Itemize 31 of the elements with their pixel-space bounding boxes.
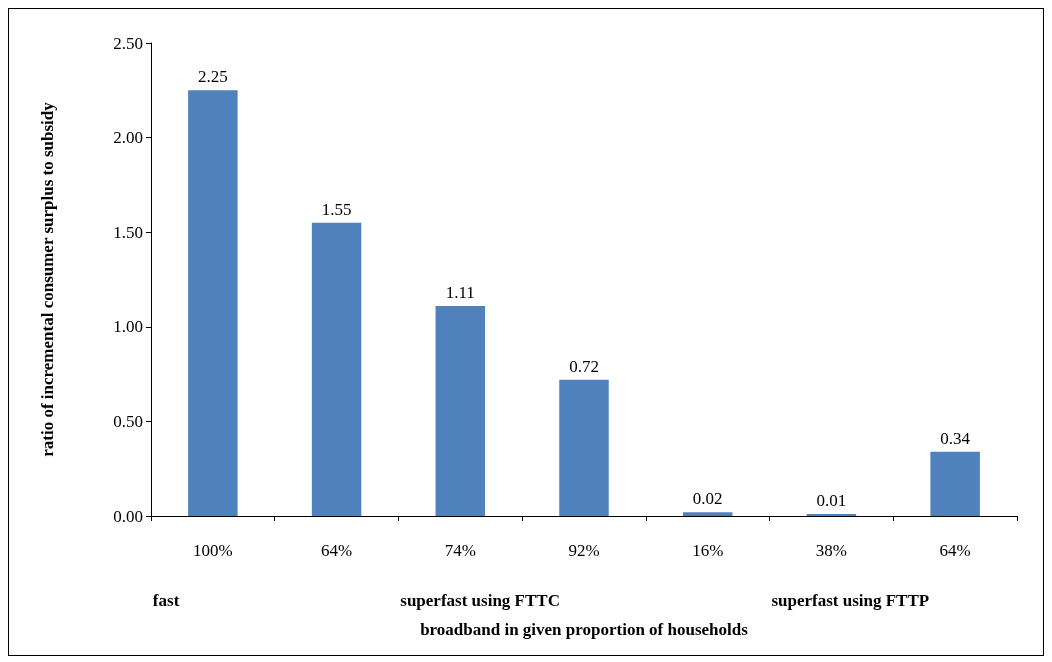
- bar: [435, 305, 486, 516]
- bar: [559, 379, 609, 516]
- x-tick-label: 64%: [939, 541, 971, 560]
- bar: [188, 90, 238, 516]
- x-tick-label: 92%: [568, 541, 600, 560]
- data-label: 0.72: [569, 356, 599, 376]
- y-tick-label: 0.50: [113, 411, 143, 431]
- text: fast: [152, 591, 180, 610]
- y-tick-label: 1.50: [113, 222, 143, 242]
- x-tick-label: 100%: [193, 541, 233, 560]
- x-tick-label: 38%: [815, 541, 848, 560]
- data-label: 0.34: [940, 428, 971, 448]
- y-tick-label: 0.00: [113, 506, 143, 526]
- text: superfast using FTTC: [400, 591, 560, 610]
- y-tick-label: 2.50: [113, 33, 143, 53]
- x-tick-label: 64%: [320, 541, 353, 560]
- data-label: 1.11: [445, 282, 475, 302]
- text: superfast using FTTP: [771, 591, 930, 610]
- bar: [311, 222, 362, 516]
- y-axis-title: ratio of incremental consumer surplus to subsidy: [38, 101, 57, 457]
- data-label: 1.55: [321, 199, 352, 219]
- x-axis-title: broadband in given proportion of households: [420, 620, 749, 639]
- bar: [930, 451, 980, 516]
- bar: [682, 512, 733, 516]
- data-label: 0.02: [692, 489, 723, 509]
- y-tick-label: 1.00: [113, 317, 143, 337]
- data-label: 2.25: [197, 67, 228, 87]
- x-tick-label: 16%: [692, 541, 724, 560]
- x-tick-label: 74%: [444, 541, 476, 560]
- y-tick-label: 2.00: [113, 128, 143, 148]
- data-label: 0.01: [816, 491, 847, 511]
